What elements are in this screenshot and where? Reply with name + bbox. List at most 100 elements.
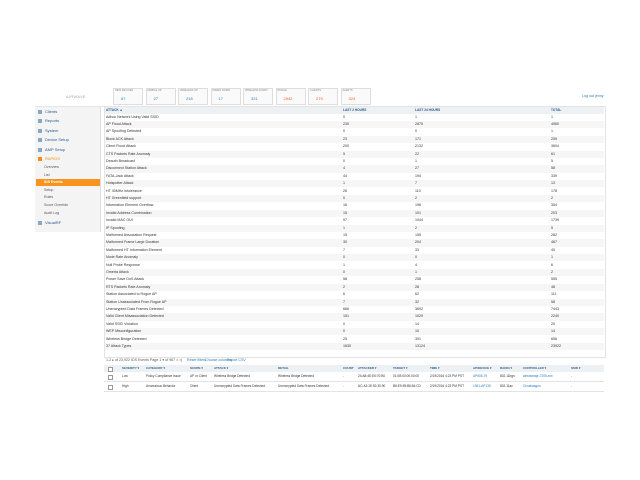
- stat-label: ALERTS: [342, 89, 353, 92]
- pagination[interactable]: Choose columns: [205, 358, 232, 362]
- row-divider: [104, 381, 604, 382]
- attack-cell: HT Greenfield support: [106, 195, 142, 200]
- stat-box[interactable]: [145, 88, 176, 105]
- sidebar-item[interactable]: Clients: [45, 109, 58, 114]
- count-cell: 0: [343, 114, 345, 119]
- checkbox[interactable]: [108, 384, 113, 390]
- column-header[interactable]: RADIO ▾: [500, 366, 513, 370]
- count-cell: 1630: [343, 343, 351, 348]
- count-cell: 200: [343, 144, 349, 149]
- sidebar-subitem[interactable]: Rules: [44, 195, 54, 200]
- event-cell: Unencrypted Data Frames Detected: [214, 383, 266, 388]
- count-cell: 155: [415, 232, 421, 237]
- stat-box[interactable]: [308, 88, 338, 105]
- count-cell: 2: [551, 269, 553, 274]
- sidebar-icon: [38, 147, 42, 152]
- stat-box[interactable]: [113, 88, 143, 105]
- sidebar-icon: [38, 110, 42, 114]
- column-header[interactable]: TIME ▾: [430, 366, 440, 370]
- sidebar-subitem[interactable]: Overview: [44, 165, 59, 169]
- column-header[interactable]: SCOPE ▾: [190, 366, 203, 370]
- count-cell: 1: [551, 129, 553, 134]
- column-header[interactable]: ATTACKER ▾: [358, 366, 377, 370]
- column-header[interactable]: CONTROLLER ▾: [523, 366, 547, 370]
- event-cell: -: [343, 383, 345, 388]
- sidebar-icon: [38, 221, 42, 225]
- column-header[interactable]: LAST 2 HOURS: [343, 108, 367, 112]
- stat-box[interactable]: [178, 88, 208, 105]
- sidebar-subitem[interactable]: IDS Events: [44, 180, 63, 185]
- column-header[interactable]: AP/DEVICE ▾: [473, 366, 492, 370]
- stat-box[interactable]: [210, 88, 241, 105]
- event-cell[interactable]: Cloudwagon: [523, 383, 541, 388]
- count-cell: 32: [415, 299, 419, 304]
- logout[interactable]: Log out jenny: [582, 94, 604, 98]
- sidebar-item[interactable]: VisualRF: [45, 220, 62, 225]
- selected-bg: [36, 179, 100, 187]
- count-cell: 230: [343, 121, 349, 126]
- attack-cell: AP Spoofing Detected: [106, 129, 142, 134]
- event-cell[interactable]: airwaveapr-7205-xxx: [523, 374, 553, 378]
- count-cell: 194: [415, 173, 421, 178]
- stat-box[interactable]: [275, 88, 306, 105]
- attack-cell: AP Flood Attack: [106, 121, 132, 126]
- count-cell: 282: [551, 232, 557, 237]
- count-cell: 44: [343, 173, 347, 178]
- sidebar-item[interactable]: RAPIDS: [45, 156, 60, 161]
- count-cell: 7: [415, 181, 417, 186]
- count-cell: 6: [343, 292, 345, 297]
- column-header[interactable]: TOTAL: [551, 108, 562, 112]
- count-cell: 0: [343, 321, 345, 326]
- column-header[interactable]: SSID ▾: [571, 366, 581, 370]
- count-cell: 5: [551, 158, 553, 163]
- checkbox[interactable]: [108, 367, 113, 372]
- attack-cell: IP Spoofing: [106, 225, 125, 230]
- stat-box[interactable]: [340, 88, 371, 105]
- sidebar-item[interactable]: Device Setup: [45, 137, 69, 143]
- event-cell[interactable]: 1361-AP135: [473, 383, 491, 388]
- stat-label: ROGUE: [277, 89, 288, 92]
- count-cell: 2132: [415, 144, 423, 149]
- attack-cell: HT 40MHz Intolerance: [106, 188, 142, 193]
- sidebar-subitem[interactable]: Score Override: [44, 203, 69, 207]
- pagination[interactable]: Reset filters: [187, 358, 206, 362]
- sidebar-subitem[interactable]: Setup: [44, 187, 54, 192]
- row-bg: [105, 254, 604, 262]
- count-cell: 15: [343, 232, 347, 237]
- column-header[interactable]: ATTACK ▾: [214, 366, 229, 370]
- sidebar-subitem[interactable]: Audit Log: [44, 210, 60, 215]
- sidebar-item[interactable]: Reports: [45, 118, 60, 124]
- checkbox[interactable]: [108, 375, 113, 380]
- summary-table: [104, 106, 606, 358]
- attack-cell: Malformed Frame Large Duration: [106, 240, 160, 245]
- pagination[interactable]: Export CSV: [227, 358, 246, 362]
- column-header[interactable]: LAST 24 HOURS: [415, 108, 441, 112]
- count-cell: 26: [343, 188, 347, 193]
- count-cell: 0: [343, 329, 345, 334]
- sidebar-subitem[interactable]: List: [44, 172, 50, 177]
- count-cell: 171: [415, 136, 421, 141]
- event-cell: High: [122, 383, 129, 388]
- stat-box[interactable]: [243, 88, 273, 105]
- stat-value: 17: [218, 96, 223, 101]
- row-bg: [105, 328, 604, 336]
- column-header[interactable]: CATEGORY ▾: [146, 366, 165, 370]
- attack-cell: Valid Client Misassociation Detected: [106, 314, 164, 319]
- column-header[interactable]: ATTACK ▲: [106, 108, 123, 112]
- event-cell: Wireless Bridge Detected: [278, 374, 314, 378]
- sidebar-item[interactable]: AMP Setup: [45, 146, 66, 152]
- pagination[interactable]: Page 1 ▾ of 967 > >|: [150, 358, 183, 362]
- count-cell: 656: [551, 336, 557, 341]
- column-header[interactable]: TARGET ▾: [393, 366, 408, 370]
- count-cell: 467: [551, 240, 557, 245]
- row-bg: [105, 135, 604, 144]
- row-bg: [105, 224, 604, 232]
- count-cell: 2240: [551, 314, 559, 319]
- sidebar-item[interactable]: System: [45, 127, 59, 133]
- row-bg: [105, 209, 604, 218]
- column-header[interactable]: COUNT: [343, 366, 354, 370]
- column-header[interactable]: DETAIL: [278, 366, 289, 370]
- column-header[interactable]: SEVERITY ▾: [122, 366, 140, 370]
- event-cell[interactable]: AP505-79: [473, 374, 488, 378]
- count-cell: 2: [415, 225, 417, 230]
